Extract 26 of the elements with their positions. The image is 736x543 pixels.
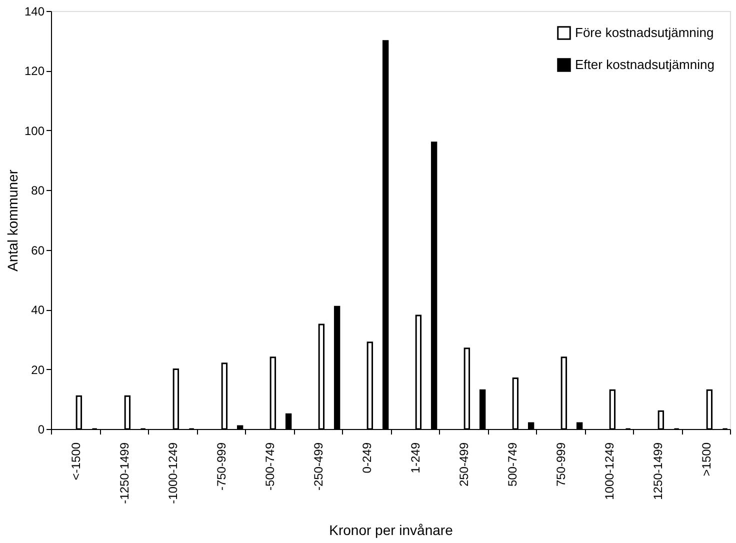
y-tick-label: 20	[31, 362, 45, 377]
x-tick-label: -250-499	[311, 442, 326, 491]
x-tick-label: 750-999	[554, 442, 568, 487]
x-tick-label: -750-999	[214, 442, 228, 491]
x-tick-label: >1500	[699, 442, 714, 476]
x-tick-label: 1-249	[408, 442, 422, 474]
x-tick-label: <-1500	[68, 442, 83, 480]
x-tick-label: -1000-1249	[166, 442, 180, 504]
y-tick-label: 80	[31, 184, 45, 198]
x-tick-label: -1250-1499	[117, 442, 132, 504]
x-tick-label: -500-749	[262, 442, 277, 491]
x-tick-label: 1250-1499	[650, 442, 665, 500]
y-tick-label: 100	[24, 124, 45, 138]
x-axis-title: Kronor per invånare	[329, 522, 454, 538]
legend-label: Före kostnadsutjämning	[575, 25, 714, 40]
x-tick-label: 500-749	[505, 442, 520, 487]
x-tick-label: 1000-1249	[602, 442, 616, 500]
y-tick-label: 60	[31, 243, 45, 258]
x-tick-label: 0-249	[360, 442, 374, 474]
y-tick-label: 0	[38, 422, 45, 436]
x-tick-label: 250-499	[456, 442, 471, 487]
legend-label: Efter kostnadsutjämning	[575, 57, 714, 72]
y-tick-label: 140	[24, 4, 45, 18]
y-tick-label: 120	[24, 64, 45, 78]
y-tick-label: 40	[31, 303, 45, 318]
y-axis-title: Antal kommuner	[4, 169, 20, 272]
